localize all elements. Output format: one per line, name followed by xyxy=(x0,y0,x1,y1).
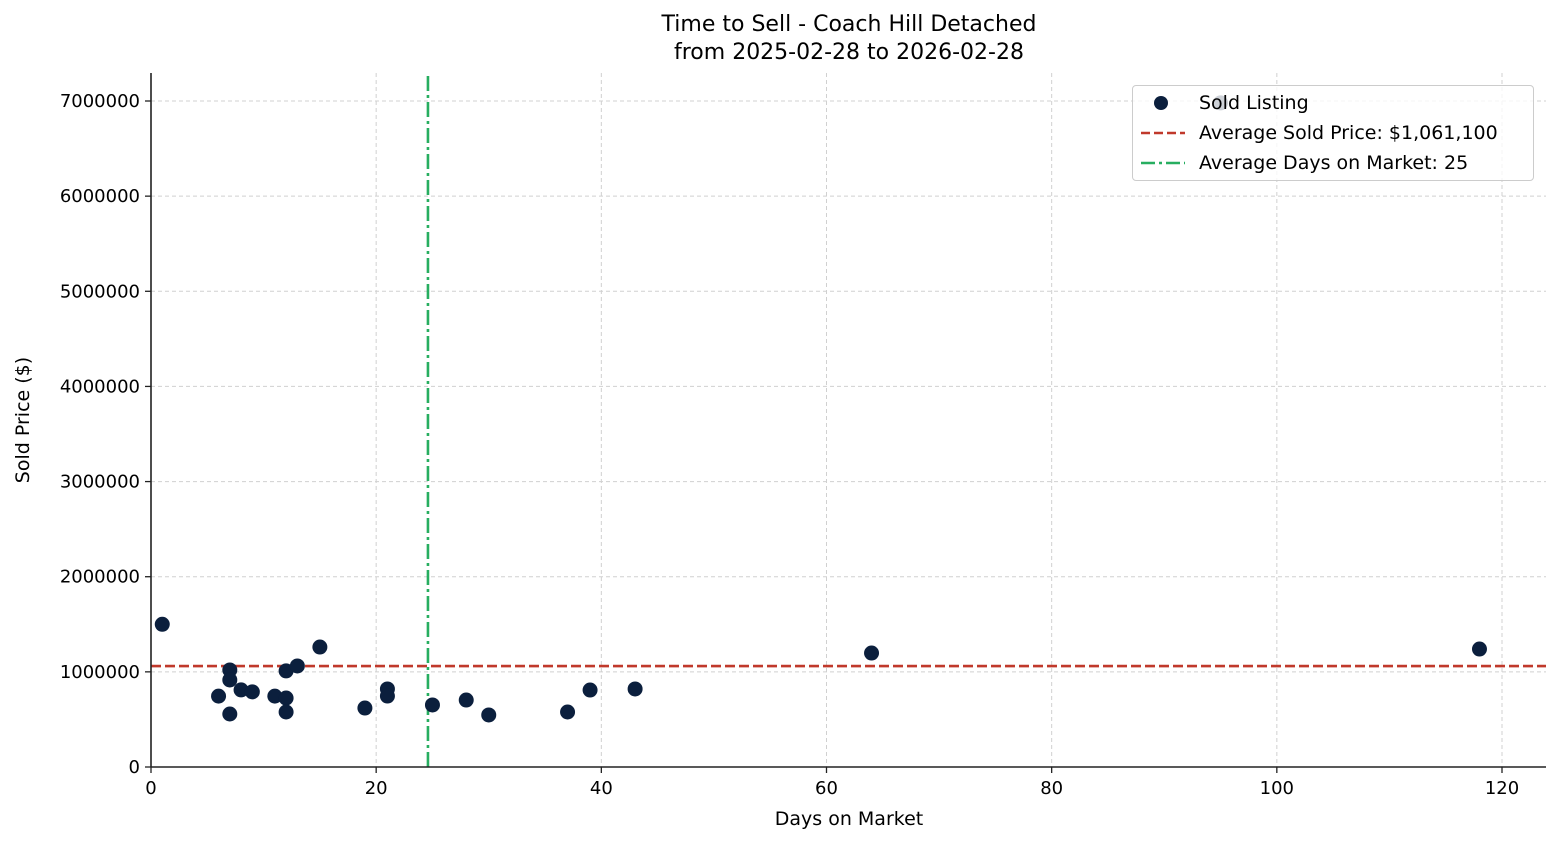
data-point xyxy=(233,682,249,698)
x-tick-label: 20 xyxy=(365,778,388,799)
data-point xyxy=(154,616,170,632)
dashdot-line-icon xyxy=(1141,161,1185,165)
data-point xyxy=(627,681,643,697)
legend-item-average-price: Average Sold Price: $1,061,100 xyxy=(1133,118,1533,148)
chart-legend: Sold Listing Average Sold Price: $1,061,… xyxy=(1132,85,1534,181)
chart-title: Time to Sell - Coach Hill Detached xyxy=(661,12,1037,37)
y-axis-label: Sold Price ($) xyxy=(12,356,34,484)
marker-dot-icon xyxy=(1154,96,1168,110)
data-point xyxy=(244,684,260,700)
y-tick-label: 3000000 xyxy=(60,472,140,493)
data-points xyxy=(154,95,1487,723)
data-point xyxy=(211,688,227,704)
legend-item-sold-listing: Sold Listing xyxy=(1133,88,1533,118)
legend-label: Average Sold Price: $1,061,100 xyxy=(1199,122,1498,144)
data-point xyxy=(458,692,474,708)
legend-label: Average Days on Market: 25 xyxy=(1199,152,1469,174)
legend-item-average-days: Average Days on Market: 25 xyxy=(1133,148,1533,178)
x-tick-label: 0 xyxy=(145,778,156,799)
y-tick-label: 5000000 xyxy=(60,281,140,302)
y-tick-label: 0 xyxy=(129,757,140,778)
y-tick-label: 6000000 xyxy=(60,186,140,207)
axes: 0 20 40 60 80 100 120 0 1000000 2000000 3000000 400… xyxy=(60,73,1546,799)
x-axis-label: Days on Market xyxy=(774,808,924,830)
data-point xyxy=(1471,641,1487,657)
reference-lines xyxy=(151,76,1546,767)
data-point xyxy=(278,690,294,706)
grid-lines xyxy=(151,73,1546,767)
data-point xyxy=(560,704,576,720)
legend-label: Sold Listing xyxy=(1199,92,1309,114)
x-tick-label: 100 xyxy=(1260,778,1294,799)
data-point xyxy=(864,645,880,661)
data-point xyxy=(267,688,283,704)
data-point xyxy=(582,682,598,698)
data-point xyxy=(289,658,305,674)
data-point xyxy=(278,663,294,679)
chart-subtitle: from 2025-02-28 to 2026-02-28 xyxy=(674,40,1024,65)
data-point xyxy=(222,672,238,688)
data-point xyxy=(481,707,497,723)
y-tick-label: 7000000 xyxy=(60,91,140,112)
dashed-line-icon xyxy=(1141,131,1185,135)
y-tick-label: 4000000 xyxy=(60,376,140,397)
data-point xyxy=(278,704,294,720)
y-tick-label: 2000000 xyxy=(60,567,140,588)
y-tick-label: 1000000 xyxy=(60,662,140,683)
data-point xyxy=(424,697,440,713)
x-tick-label: 80 xyxy=(1040,778,1063,799)
data-point xyxy=(312,639,328,655)
data-point xyxy=(357,700,373,716)
data-point xyxy=(222,706,238,722)
data-point xyxy=(379,688,395,704)
x-tick-label: 120 xyxy=(1485,778,1519,799)
x-tick-label: 40 xyxy=(590,778,613,799)
x-tick-label: 60 xyxy=(815,778,838,799)
